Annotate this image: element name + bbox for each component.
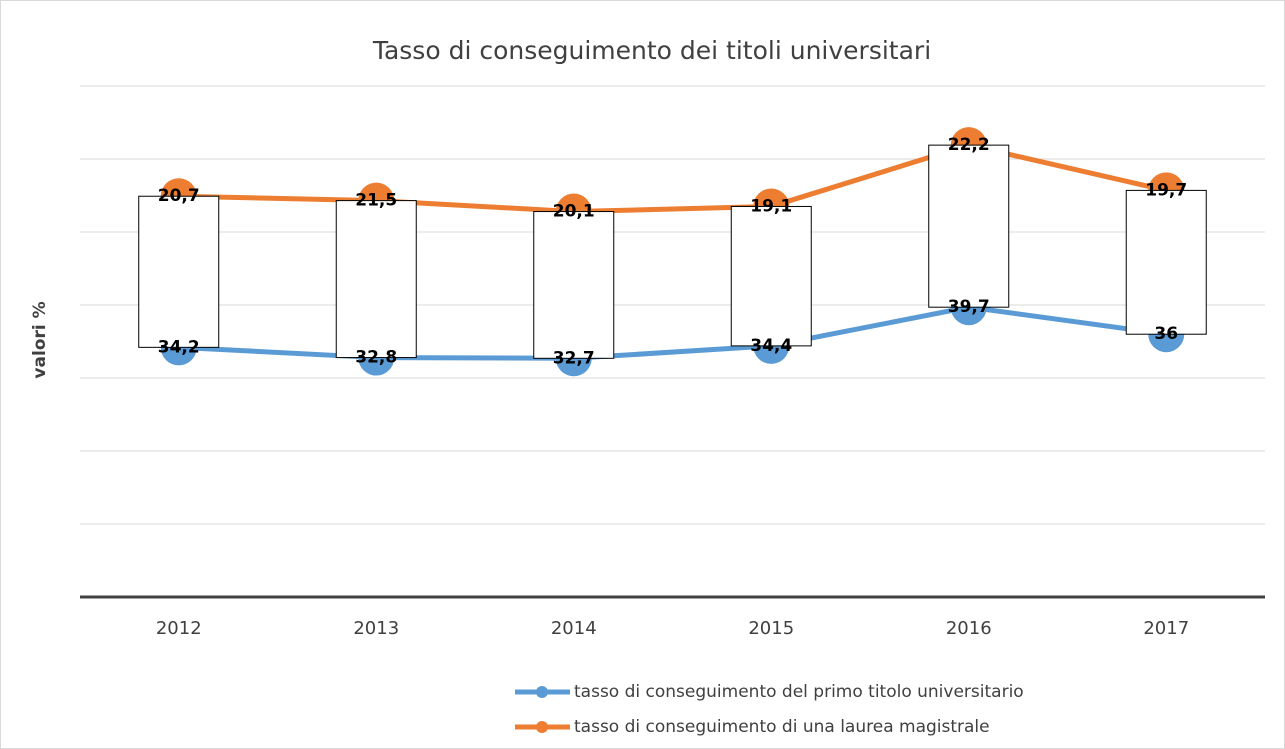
up-down-bar	[1125, 189, 1207, 335]
x-tick-label: 2014	[551, 618, 597, 639]
legend-label: tasso di conseguimento di una laurea mag…	[574, 717, 990, 737]
up-down-bar	[138, 195, 220, 348]
data-label: 19,7	[1145, 180, 1187, 200]
data-label: 20,7	[158, 186, 200, 206]
x-tick-label: 2012	[156, 618, 202, 639]
data-label: 21,5	[355, 191, 397, 211]
data-label: 34,4	[750, 336, 792, 356]
data-label: 32,7	[553, 348, 595, 368]
up-down-bar	[335, 200, 417, 359]
legend-marker	[536, 686, 548, 698]
x-tick-label: 2013	[353, 618, 399, 639]
data-label: 19,1	[750, 196, 792, 216]
y-axis-label: valori %	[30, 301, 50, 378]
legend-label: tasso di conseguimento del primo titolo …	[574, 682, 1024, 702]
x-tick-label: 2016	[946, 618, 992, 639]
up-down-bar	[928, 144, 1010, 308]
up-down-bar	[730, 205, 812, 347]
up-down-bar	[533, 211, 615, 359]
legend-marker	[536, 721, 548, 733]
data-label: 34,2	[158, 337, 200, 357]
data-label: 32,8	[355, 348, 397, 368]
x-tick-label: 2017	[1143, 618, 1189, 639]
data-label: 36	[1154, 324, 1178, 344]
data-label: 22,2	[948, 135, 990, 155]
data-label: 20,1	[553, 202, 595, 222]
x-tick-label: 2015	[748, 618, 794, 639]
chart-title: Tasso di conseguimento dei titoli univer…	[372, 36, 931, 65]
data-label: 39,7	[948, 297, 990, 317]
